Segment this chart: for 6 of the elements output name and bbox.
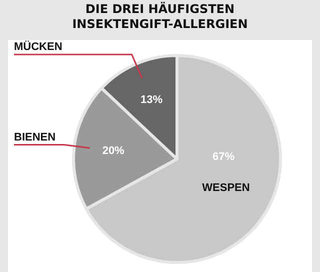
slice-label: WESPEN (202, 182, 250, 194)
slice-label: MÜCKEN (14, 40, 62, 54)
slice-label: BIENEN (14, 131, 56, 144)
data-label: 20% (102, 144, 125, 157)
chart-title: DIE DREI HÄUFIGSTEN INSEKTENGIFT-ALLERGIEN (71, 0, 249, 33)
data-label: 13% (140, 94, 163, 106)
